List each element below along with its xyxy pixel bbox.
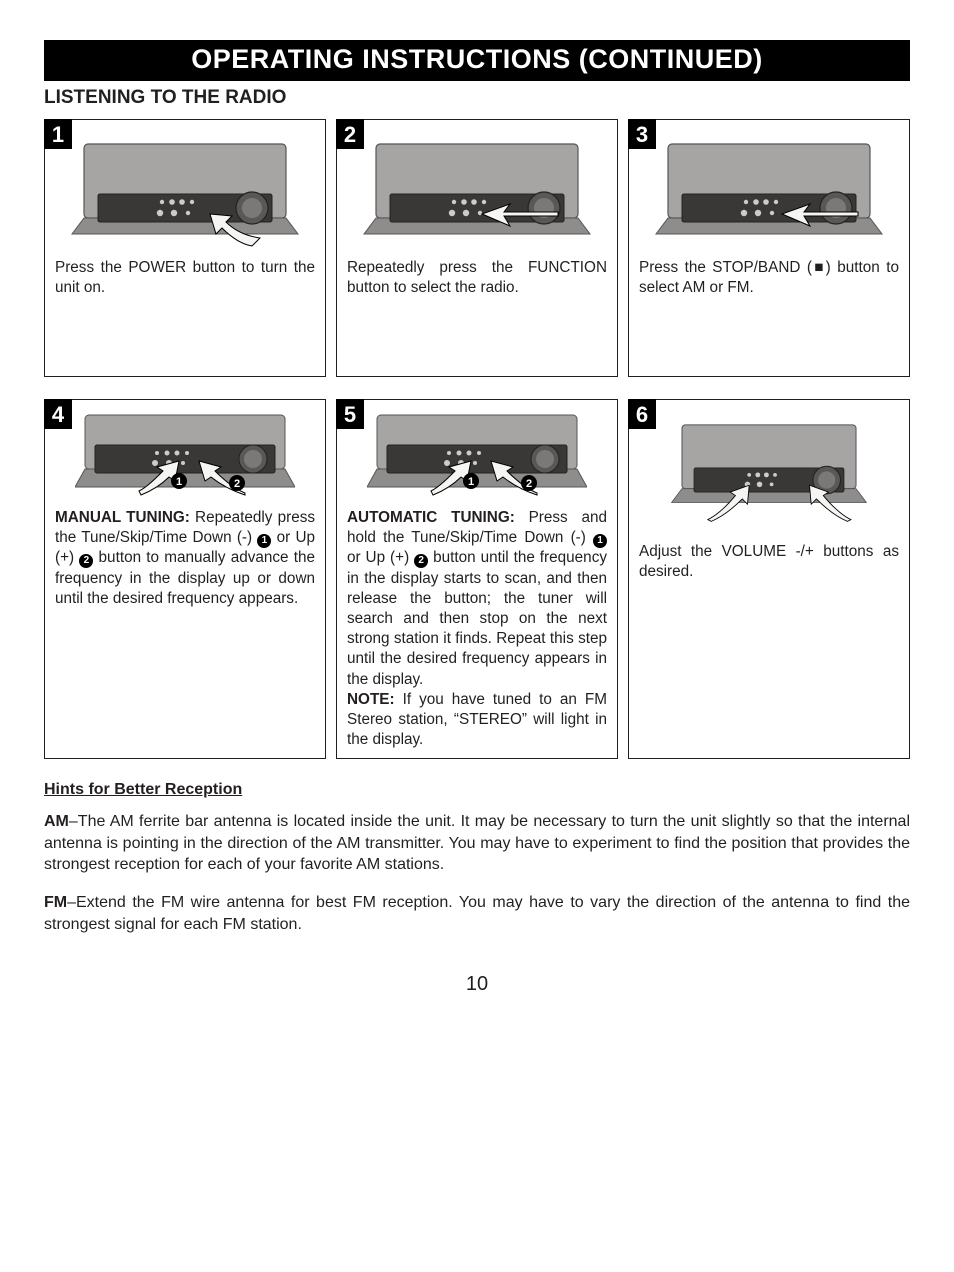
steps-row-2: 4 1 2 — [44, 399, 910, 759]
step-caption: Repeatedly press the FUNCTION button to … — [345, 254, 609, 368]
step-badge: 5 — [336, 399, 364, 429]
step-illustration — [637, 408, 901, 538]
step-badge: 3 — [628, 119, 656, 149]
svg-text:2: 2 — [526, 478, 532, 490]
step-6: 6 — [628, 399, 910, 759]
svg-text:1: 1 — [468, 476, 474, 488]
steps-row-1: 1 — [44, 119, 910, 377]
step-caption: Press the STOP/BAND (■) button to select… — [637, 254, 901, 368]
svg-text:1: 1 — [176, 476, 182, 488]
step-illustration: 1 2 — [345, 408, 609, 504]
step-caption: MANUAL TUNING: Repeatedly press the Tune… — [53, 504, 317, 750]
step-5: 5 1 2 — [336, 399, 618, 759]
step-caption: Press the POWER button to turn the unit … — [53, 254, 317, 368]
step-caption: Adjust the VOLUME -/+ buttons as desired… — [637, 538, 901, 750]
step-1: 1 — [44, 119, 326, 377]
step-illustration — [345, 128, 609, 254]
page-number: 10 — [44, 973, 910, 996]
page-banner: OPERATING INSTRUCTIONS (CONTINUED) — [44, 40, 910, 81]
section-title: LISTENING TO THE RADIO — [44, 87, 910, 109]
step-3: 3 Press — [628, 119, 910, 377]
step-badge: 2 — [336, 119, 364, 149]
step-illustration — [637, 128, 901, 254]
step-4: 4 1 2 — [44, 399, 326, 759]
step-badge: 1 — [44, 119, 72, 149]
svg-text:2: 2 — [234, 478, 240, 490]
hints-title: Hints for Better Reception — [44, 781, 910, 799]
step-illustration — [53, 128, 317, 254]
hints-am: AM–The AM ferrite bar antenna is located… — [44, 811, 910, 876]
step-caption: AUTOMATIC TUNING: Press and hold the Tun… — [345, 504, 609, 750]
step-illustration: 1 2 — [53, 408, 317, 504]
step-2: 2 Repeat — [336, 119, 618, 377]
step-badge: 4 — [44, 399, 72, 429]
hints-fm: FM–Extend the FM wire antenna for best F… — [44, 892, 910, 935]
step-badge: 6 — [628, 399, 656, 429]
